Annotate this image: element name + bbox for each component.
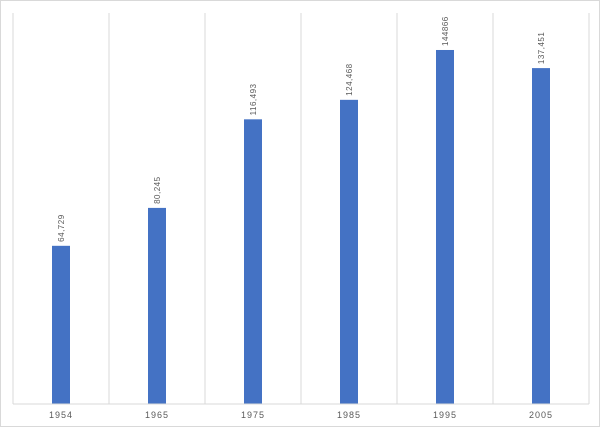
bar-1975 [244, 119, 262, 405]
data-label-1954: 64,729 [57, 214, 66, 242]
x-tick-label-1995: 1995 [433, 410, 457, 420]
x-tick-label-1965: 1965 [145, 410, 169, 420]
x-tick-label-1954: 1954 [49, 410, 73, 420]
data-label-1985: 124,468 [345, 63, 354, 95]
x-tick-label-2005: 2005 [529, 410, 553, 420]
x-tick-label-1985: 1985 [337, 410, 361, 420]
category-gridlines [12, 13, 590, 404]
bar-1954 [52, 245, 70, 404]
data-label-1975: 116,493 [249, 83, 258, 115]
bar-series [52, 49, 550, 405]
data-label-1965: 80,245 [153, 176, 162, 204]
bar-1965 [148, 207, 166, 404]
bar-1985 [340, 99, 358, 404]
data-labels: 64,729 80,245 116,493 124,468 144866 137,451 [57, 16, 546, 242]
bar-1995 [436, 49, 454, 405]
data-label-1995: 144866 [441, 16, 450, 46]
x-tick-labels: 1954 1965 1975 1985 1995 2005 [49, 410, 553, 420]
data-label-2005: 137,451 [537, 32, 546, 64]
x-tick-label-1975: 1975 [241, 410, 265, 420]
bar-2005 [532, 68, 550, 404]
